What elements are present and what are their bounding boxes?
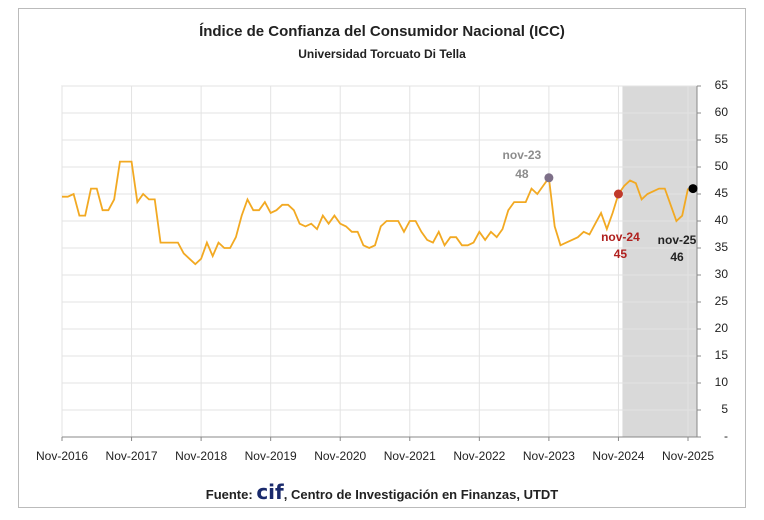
x-tick-label: Nov-2025 [662,449,714,463]
x-tick-label: Nov-2023 [523,449,575,463]
highlight-value: 48 [515,167,529,181]
shaded-region [622,86,697,437]
y-tick-label: 15 [715,348,729,362]
y-tick-label: 60 [715,105,729,119]
data-line [62,160,689,266]
frame [18,8,746,508]
x-tick-label: Nov-2019 [245,449,297,463]
plot-area [61,85,698,438]
y-tick-label: 10 [715,375,729,389]
y-tick-label: 50 [715,159,729,173]
footer: Fuente: cif, Centro de Investigación en … [0,480,764,504]
y-tick-label: 30 [715,267,729,281]
highlight-point [688,184,698,194]
highlight-label: nov-23 [503,148,542,162]
x-tick-label: Nov-2018 [175,449,227,463]
x-tick-label: Nov-2017 [106,449,158,463]
highlight-label: nov-25 [658,233,697,247]
y-tick-label: - [724,429,728,443]
y-tick-label: 20 [715,321,729,335]
source-text: , Centro de Investigación en Finanzas, U… [283,487,559,502]
y-tick-label: 55 [715,132,729,146]
source-prefix: Fuente: [205,487,253,502]
highlight-label: nov-24 [601,230,640,244]
x-tick-label: Nov-2020 [314,449,366,463]
x-tick-label: Nov-2024 [592,449,644,463]
y-tick-label: 25 [715,294,729,308]
highlight-value: 46 [670,250,684,264]
y-tick-label: 40 [715,213,729,227]
y-tick-label: 45 [715,186,729,200]
y-tick-label: 5 [721,402,728,416]
source-logo: cif [256,480,284,504]
x-tick-label: Nov-2016 [36,449,88,463]
x-tick-label: Nov-2022 [453,449,505,463]
chart-subtitle: Universidad Torcuato Di Tella [298,47,466,61]
y-tick-label: 35 [715,240,729,254]
highlight-value: 45 [614,247,628,261]
highlight-point [544,173,554,183]
x-tick-label: Nov-2021 [384,449,436,463]
y-tick-label: 65 [715,78,729,92]
chart-title: Índice de Confianza del Consumidor Nacio… [199,23,565,40]
highlight-point [613,189,623,199]
